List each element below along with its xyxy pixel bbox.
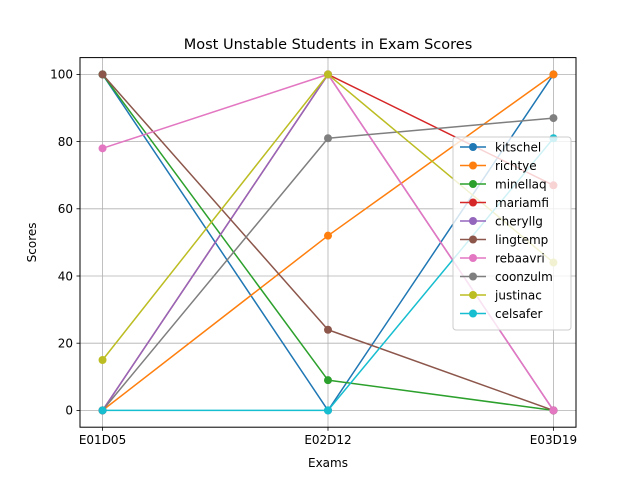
data-point-lingtemp xyxy=(324,325,332,334)
legend-label-richtye: richtye xyxy=(495,159,537,173)
y-tick-label: 0 xyxy=(65,404,73,418)
legend-label-kitschel: kitschel xyxy=(495,140,541,154)
legend-label-rebaavri: rebaavri xyxy=(495,251,545,265)
legend-label-cheryllg: cheryllg xyxy=(495,214,543,228)
y-tick-label: 40 xyxy=(58,269,73,283)
legend-box xyxy=(452,136,572,331)
y-tick-label: 80 xyxy=(58,135,73,149)
y-tick-label: 100 xyxy=(50,68,73,82)
data-point-richtye xyxy=(549,70,558,79)
y-axis-label: Scores xyxy=(25,222,39,262)
legend-swatch-marker xyxy=(469,291,477,299)
legend-swatch-marker xyxy=(469,309,477,318)
data-point-richtye xyxy=(324,231,332,240)
legend-swatch-marker xyxy=(469,161,477,170)
data-point-celsafer xyxy=(324,406,332,415)
legend-label-justinac: justinac xyxy=(494,288,542,302)
data-point-minellaq xyxy=(324,376,332,385)
chart-title: Most Unstable Students in Exam Scores xyxy=(184,37,473,53)
legend: kitschel richtye minellaq mariamfi cheryllg l… xyxy=(452,136,572,331)
legend-swatch-marker xyxy=(469,235,477,244)
data-point-lingtemp xyxy=(98,70,107,79)
y-tick-label: 60 xyxy=(58,202,73,216)
data-point-justinac xyxy=(98,356,107,364)
legend-swatch-marker xyxy=(469,198,477,207)
x-axis-ticks: E01D05 E02D12 E03D19 xyxy=(79,427,577,447)
x-tick-label: E01D05 xyxy=(79,433,126,447)
legend-swatch-marker xyxy=(469,217,477,225)
legend-label-lingtemp: lingtemp xyxy=(495,233,548,247)
x-axis-label: Exams xyxy=(308,456,348,470)
series-points xyxy=(98,70,558,415)
legend-swatch-marker xyxy=(469,180,477,188)
data-point-rebaavri xyxy=(98,144,107,153)
legend-label-celsafer: celsafer xyxy=(495,307,543,321)
legend-label-minellaq: minellaq xyxy=(495,177,547,191)
data-point-coonzulm xyxy=(549,114,558,123)
legend-label-mariamfi: mariamfi xyxy=(495,196,549,210)
legend-swatch-marker xyxy=(469,254,477,262)
data-point-celsafer xyxy=(98,406,107,415)
x-tick-label: E03D19 xyxy=(530,433,577,447)
legend-swatch-marker xyxy=(469,143,477,151)
y-tick-label: 20 xyxy=(58,337,73,351)
data-point-coonzulm xyxy=(324,134,332,143)
data-point-justinac xyxy=(324,70,332,79)
y-axis-ticks: 0 20 40 60 80 100 xyxy=(50,68,80,418)
data-point-rebaavri xyxy=(549,406,558,415)
legend-swatch-marker xyxy=(469,272,477,281)
legend-label-coonzulm: coonzulm xyxy=(495,270,553,284)
x-tick-label: E02D12 xyxy=(304,433,351,447)
